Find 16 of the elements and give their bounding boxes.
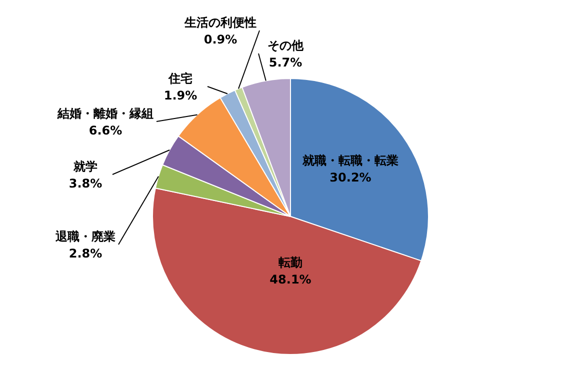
- slice-label: その他: [268, 38, 304, 52]
- data-label: 48.1%: [270, 272, 312, 286]
- slice-label: 住宅: [168, 72, 192, 86]
- slice-label: 結婚・離婚・縁組: [56, 106, 154, 120]
- slice-label: 就学: [72, 160, 98, 174]
- data-label: 30.2%: [330, 170, 372, 184]
- slice-label: 転勤: [278, 256, 302, 270]
- data-label: 3.8%: [68, 176, 102, 190]
- data-label: 6.6%: [88, 124, 122, 138]
- data-label: 1.9%: [164, 88, 198, 102]
- slice-label: 就職・転職・転業: [302, 154, 398, 168]
- data-label: 5.7%: [268, 56, 302, 70]
- slice-label: 退職・廃業: [54, 230, 116, 244]
- data-label: 0.9%: [204, 32, 238, 46]
- slice-label: 生活の利便性: [184, 16, 256, 30]
- data-label: 2.8%: [68, 246, 102, 260]
